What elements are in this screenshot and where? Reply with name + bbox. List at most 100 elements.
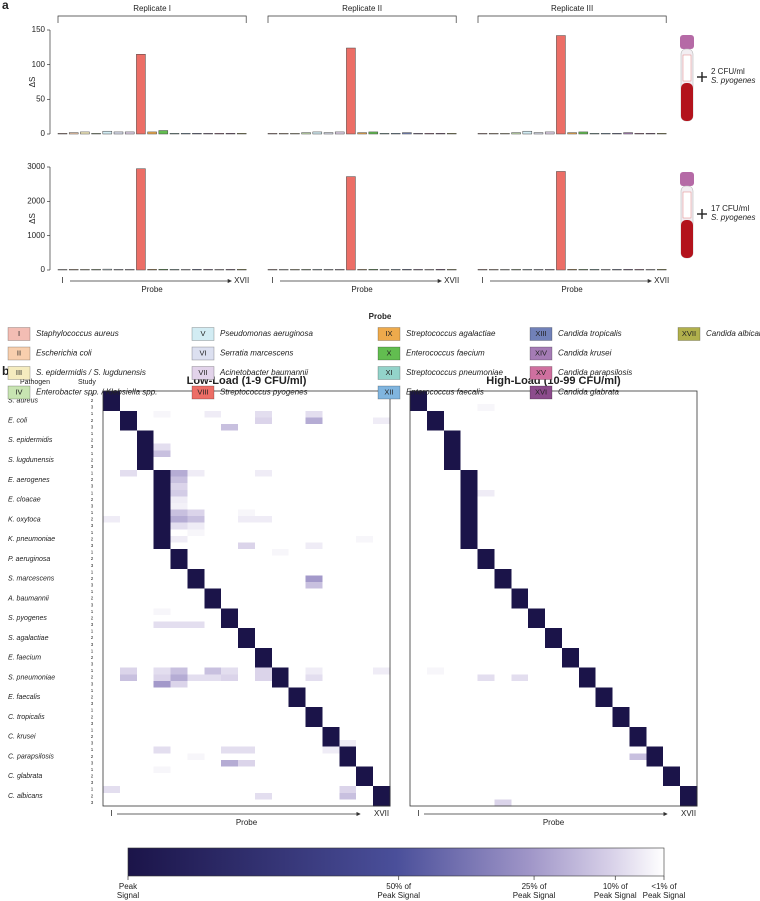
bar [612, 133, 622, 135]
heat-cell [305, 799, 323, 807]
legend-swatch [7, 346, 31, 361]
heat-cell [136, 582, 154, 589]
heat-cell [595, 799, 613, 807]
heat-cell [426, 542, 445, 550]
heat-cell [528, 410, 546, 418]
heat-cell [103, 766, 121, 774]
heat-cell [477, 423, 495, 431]
heat-cell [373, 516, 391, 524]
heat-cell [204, 786, 222, 794]
heat-cell [187, 502, 205, 510]
pathogen-label: S. pyogenes [8, 615, 47, 622]
heat-cell [528, 430, 546, 438]
heat-cell [612, 641, 630, 649]
heat-cell [561, 654, 580, 662]
heat-cell [170, 753, 188, 761]
heat-cell [595, 410, 613, 418]
heat-cell [322, 430, 340, 438]
legend-numeral: VI [199, 348, 206, 357]
heat-cell [494, 786, 512, 794]
heat-cell [103, 753, 121, 761]
heat-cell [103, 582, 121, 589]
legend-name: S. epidermidis / S. lugdunensis [36, 368, 146, 377]
heat-cell [204, 502, 222, 510]
heat-cell [443, 654, 461, 662]
bar [290, 269, 300, 271]
heat-cell [254, 410, 273, 418]
heat-cell [305, 746, 323, 754]
heat-cell [561, 628, 580, 636]
heat-cell [443, 410, 461, 418]
heat-cell [254, 713, 273, 721]
heat-cell [545, 792, 563, 800]
heat-cell [170, 443, 188, 451]
heat-cell [305, 654, 323, 662]
heat-cell [373, 535, 391, 543]
heat-cell [288, 694, 306, 701]
heat-cell [271, 779, 290, 787]
heat-cell [410, 641, 428, 649]
heat-cell [373, 628, 391, 636]
heat-cell [545, 489, 563, 497]
heat-cell [119, 799, 138, 807]
heat-cell [646, 720, 664, 728]
heat-cell [680, 595, 698, 603]
legend-swatch [377, 366, 401, 380]
heat-cell [204, 582, 222, 589]
heat-cell [238, 786, 256, 794]
heat-cell [221, 713, 239, 721]
heat-cell [663, 661, 681, 668]
legend-name: Candida parapsilosis [558, 368, 632, 377]
heat-cell [595, 634, 613, 642]
heat-cell [511, 476, 529, 484]
heat-cell [356, 766, 374, 774]
heat-cell [339, 694, 357, 701]
heat-cell [271, 456, 290, 464]
heat-cell [288, 641, 306, 649]
heat-cell [663, 509, 681, 517]
heat-cell [561, 759, 580, 767]
bar [225, 269, 236, 271]
heat-cell [322, 614, 340, 622]
heat-cell [271, 397, 290, 405]
heat-cell [595, 417, 613, 425]
study-label: 3 [91, 622, 94, 627]
heat-cell [663, 601, 681, 609]
heat-cell [204, 443, 222, 451]
heat-cell [373, 786, 391, 794]
heat-cell [410, 529, 428, 537]
heat-cell [545, 733, 563, 741]
heat-cell [595, 542, 613, 550]
heat-cell [238, 661, 256, 668]
heat-cell [494, 595, 512, 603]
heat-cell [288, 720, 306, 728]
heat-cell [612, 707, 630, 715]
heat-cell [339, 437, 357, 444]
heat-cell [373, 680, 391, 688]
colorbar-tick-label: <1% of Peak Signal [642, 882, 686, 900]
heat-cell [680, 535, 698, 543]
heat-cell [356, 535, 374, 543]
bar [500, 133, 510, 135]
heat-cell [663, 456, 681, 464]
legend-swatch [7, 327, 31, 341]
y-tick-label: 0 [41, 129, 46, 138]
heat-cell [595, 746, 613, 754]
heat-cell [322, 516, 340, 524]
bar [357, 132, 367, 135]
heat-cell [221, 489, 239, 497]
heat-cell [322, 661, 340, 668]
x-tick-label: I [61, 276, 63, 285]
heat-cell [153, 489, 171, 497]
heat-cell [356, 489, 374, 497]
heat-cell [426, 674, 445, 682]
pathogen-label: S. lugdunensis [8, 457, 54, 464]
heat-cell [153, 786, 171, 794]
heat-cell [170, 792, 188, 800]
study-label: 2 [91, 754, 94, 759]
heat-cell [595, 621, 613, 629]
heat-cell [187, 707, 205, 715]
x-axis-label: Probe [236, 818, 258, 827]
heat-cell [646, 502, 664, 510]
heat-cell [356, 410, 374, 418]
